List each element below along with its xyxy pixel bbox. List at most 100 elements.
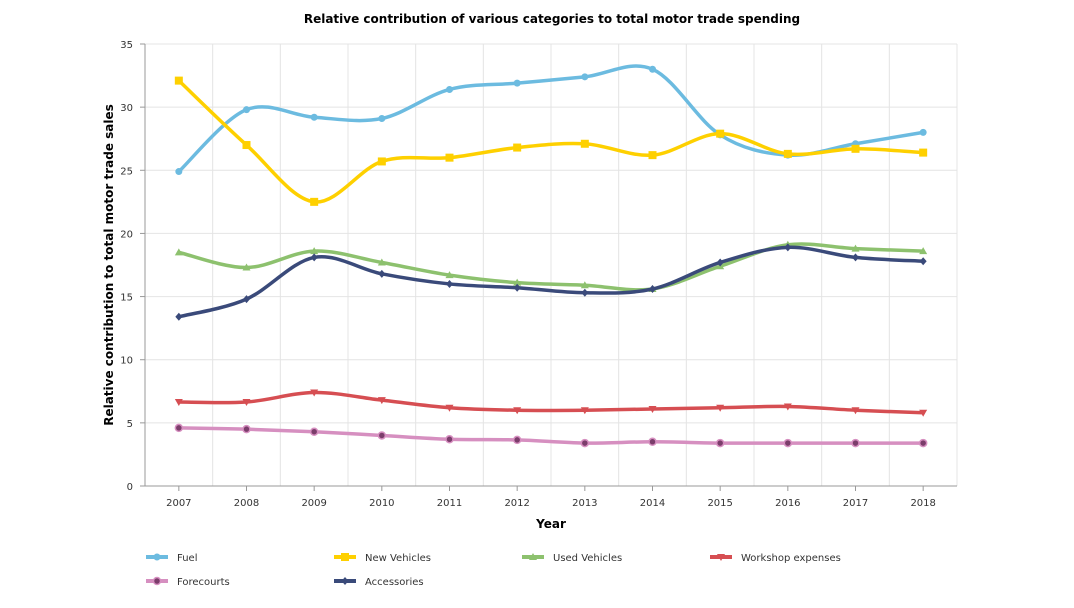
legend-label: Used Vehicles bbox=[553, 553, 622, 564]
data-point-workshop-expenses bbox=[310, 389, 319, 397]
chart-title: Relative contribution of various categor… bbox=[304, 12, 800, 26]
data-point-forecourts bbox=[377, 431, 387, 440]
x-tick-label: 2009 bbox=[301, 498, 326, 509]
data-point-accessories bbox=[513, 283, 521, 292]
legend-marker-diamond-icon bbox=[341, 577, 349, 585]
series-line-workshop-expenses bbox=[177, 390, 925, 415]
x-tick-label: 2015 bbox=[707, 498, 732, 509]
data-point-accessories bbox=[175, 312, 183, 321]
legend-label: Fuel bbox=[177, 553, 197, 564]
x-tick-label: 2008 bbox=[234, 498, 259, 509]
data-point-workshop-expenses bbox=[580, 407, 589, 415]
data-point-new-vehicles bbox=[377, 157, 386, 166]
series-forecourts bbox=[174, 423, 928, 448]
data-point-new-vehicles bbox=[174, 76, 183, 85]
legend-item-fuel[interactable]: Fuel bbox=[146, 553, 197, 564]
y-tick-label: 5 bbox=[127, 419, 133, 430]
data-point-workshop-expenses bbox=[377, 397, 386, 405]
data-point-used-vehicles bbox=[174, 248, 183, 256]
data-point-new-vehicles bbox=[648, 151, 657, 160]
series-accessories bbox=[175, 243, 927, 321]
data-point-accessories bbox=[581, 288, 589, 297]
data-point-fuel bbox=[513, 79, 521, 87]
series-line-used-vehicles bbox=[177, 242, 925, 292]
legend-item-forecourts[interactable]: Forecourts bbox=[146, 576, 230, 588]
data-point-used-vehicles bbox=[310, 247, 319, 255]
data-point-forecourts bbox=[309, 427, 319, 436]
y-axis-label: Relative contribution to total motor tra… bbox=[102, 104, 116, 426]
data-point-accessories bbox=[716, 258, 724, 267]
series-line-forecourts bbox=[177, 426, 925, 445]
data-point-workshop-expenses bbox=[919, 409, 928, 417]
legend-marker-triangle-down-icon bbox=[717, 554, 725, 561]
data-point-forecourts bbox=[512, 435, 522, 445]
x-axis-label: Year bbox=[535, 517, 566, 531]
data-point-workshop-expenses bbox=[716, 404, 725, 412]
y-tick-label: 0 bbox=[127, 482, 133, 493]
data-point-used-vehicles bbox=[377, 258, 386, 266]
data-point-workshop-expenses bbox=[851, 407, 860, 415]
data-point-fuel bbox=[378, 115, 386, 123]
data-point-fuel bbox=[310, 113, 318, 121]
data-point-used-vehicles bbox=[242, 263, 251, 271]
legend-label: New Vehicles bbox=[365, 553, 431, 564]
data-point-forecourts bbox=[174, 423, 184, 433]
data-point-new-vehicles bbox=[783, 149, 792, 158]
legend-item-workshop-expenses[interactable]: Workshop expenses bbox=[710, 553, 841, 564]
series-workshop-expenses bbox=[174, 389, 928, 417]
x-tick-label: 2010 bbox=[369, 498, 394, 509]
data-point-used-vehicles bbox=[851, 244, 860, 252]
data-point-fuel bbox=[649, 65, 656, 73]
data-point-new-vehicles bbox=[919, 148, 928, 157]
data-point-accessories bbox=[243, 295, 250, 304]
data-point-new-vehicles bbox=[445, 153, 454, 162]
data-point-accessories bbox=[784, 243, 792, 252]
data-point-workshop-expenses bbox=[242, 399, 251, 407]
data-point-new-vehicles bbox=[310, 197, 319, 206]
legend-label: Workshop expenses bbox=[741, 553, 841, 564]
data-point-forecourts bbox=[242, 424, 251, 434]
data-point-forecourts bbox=[918, 438, 928, 448]
legend-item-new-vehicles[interactable]: New Vehicles bbox=[334, 553, 431, 564]
x-tick-label: 2017 bbox=[843, 498, 868, 509]
data-point-new-vehicles bbox=[580, 139, 589, 148]
y-tick-label: 25 bbox=[120, 166, 133, 177]
data-point-workshop-expenses bbox=[445, 404, 454, 412]
data-point-new-vehicles bbox=[716, 129, 725, 138]
x-tick-label: 2018 bbox=[910, 498, 935, 509]
series-line-accessories bbox=[177, 245, 925, 319]
legend-marker-circle-dark-icon bbox=[152, 576, 162, 586]
data-point-fuel bbox=[243, 106, 250, 114]
data-point-used-vehicles bbox=[513, 278, 522, 286]
data-point-workshop-expenses bbox=[783, 403, 792, 411]
data-point-accessories bbox=[919, 257, 927, 266]
legend-item-accessories[interactable]: Accessories bbox=[334, 577, 424, 588]
x-tick-label: 2012 bbox=[504, 498, 529, 509]
data-point-forecourts bbox=[648, 437, 657, 447]
data-point-forecourts bbox=[580, 438, 590, 448]
data-point-forecourts bbox=[445, 435, 454, 444]
data-point-accessories bbox=[649, 284, 656, 293]
legend-label: Forecourts bbox=[177, 577, 230, 588]
legend-marker-triangle-icon bbox=[529, 553, 537, 560]
data-point-new-vehicles bbox=[242, 141, 251, 150]
series-used-vehicles bbox=[174, 240, 928, 292]
data-point-forecourts bbox=[851, 438, 860, 448]
data-point-workshop-expenses bbox=[648, 405, 657, 413]
data-point-accessories bbox=[446, 279, 453, 288]
y-tick-label: 15 bbox=[120, 293, 133, 304]
legend-item-used-vehicles[interactable]: Used Vehicles bbox=[522, 553, 622, 564]
data-point-accessories bbox=[852, 253, 859, 262]
series-new-vehicles bbox=[174, 76, 928, 206]
x-tick-label: 2007 bbox=[166, 498, 191, 509]
data-point-fuel bbox=[581, 73, 589, 81]
x-tick-label: 2011 bbox=[437, 498, 462, 509]
data-point-fuel bbox=[446, 85, 453, 93]
x-tick-label: 2016 bbox=[775, 498, 800, 509]
data-point-accessories bbox=[378, 269, 386, 278]
y-tick-label: 10 bbox=[120, 356, 133, 367]
data-point-fuel bbox=[919, 128, 927, 136]
x-tick-label: 2013 bbox=[572, 498, 597, 509]
y-tick-label: 20 bbox=[120, 229, 133, 240]
legend-marker-square-icon bbox=[341, 553, 349, 561]
